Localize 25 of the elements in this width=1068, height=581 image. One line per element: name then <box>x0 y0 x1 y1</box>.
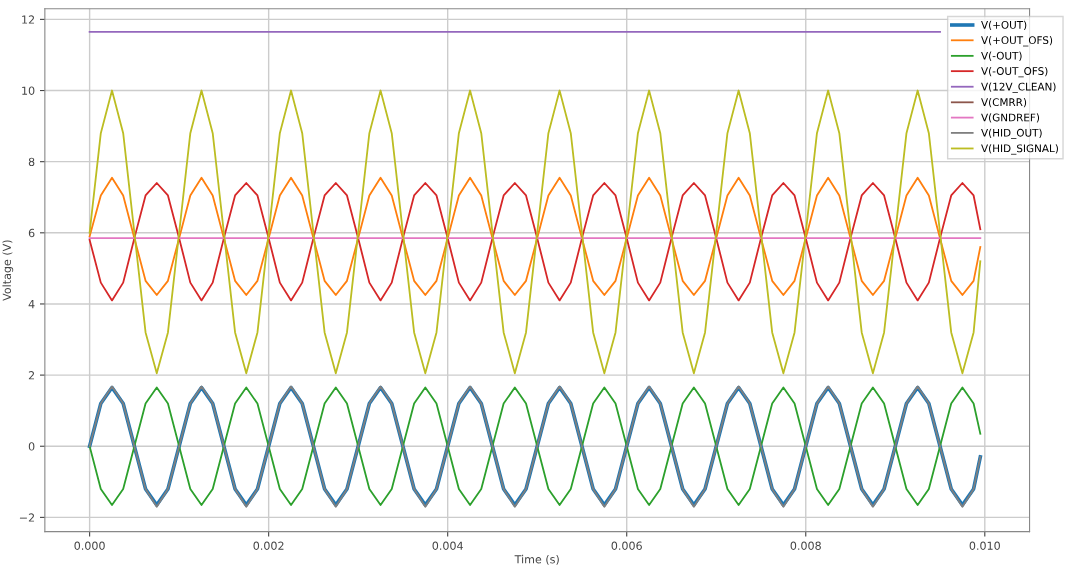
x-tick-label: 0.008 <box>790 541 821 550</box>
x-axis-title: Time (s) <box>514 554 559 565</box>
legend-label: V(12V_CLEAN) <box>981 82 1056 93</box>
y-tick-label: 4 <box>28 300 35 309</box>
y-axis-title: Voltage (V) <box>2 240 14 301</box>
legend-label: V(HID_OUT) <box>981 128 1042 139</box>
x-tick-label: 0.000 <box>74 541 105 550</box>
legend-label: V(-OUT_OFS) <box>981 66 1048 78</box>
y-tick-label: 12 <box>22 15 35 24</box>
y-tick-label: 10 <box>22 86 35 95</box>
legend-label: V(+OUT_OFS) <box>981 36 1053 47</box>
x-tick-label: 0.006 <box>611 541 642 550</box>
x-tick-label: 0.004 <box>432 541 463 550</box>
legend-label: V(HID_SIGNAL) <box>981 144 1058 155</box>
legend-label: V(+OUT) <box>981 20 1027 31</box>
legend-label: V(CMRR) <box>981 98 1027 108</box>
x-tick-label: 0.010 <box>969 541 1000 550</box>
y-tick-label: 6 <box>28 228 35 238</box>
y-tick-label: 0 <box>28 442 35 451</box>
y-tick-label: 8 <box>28 157 35 167</box>
x-tick-label: 0.002 <box>253 541 284 550</box>
legend-label: V(GNDREF) <box>981 113 1040 123</box>
legend-label: V(-OUT) <box>981 51 1022 61</box>
y-tick-label: −2 <box>19 513 35 522</box>
y-tick-label: 2 <box>28 371 35 380</box>
